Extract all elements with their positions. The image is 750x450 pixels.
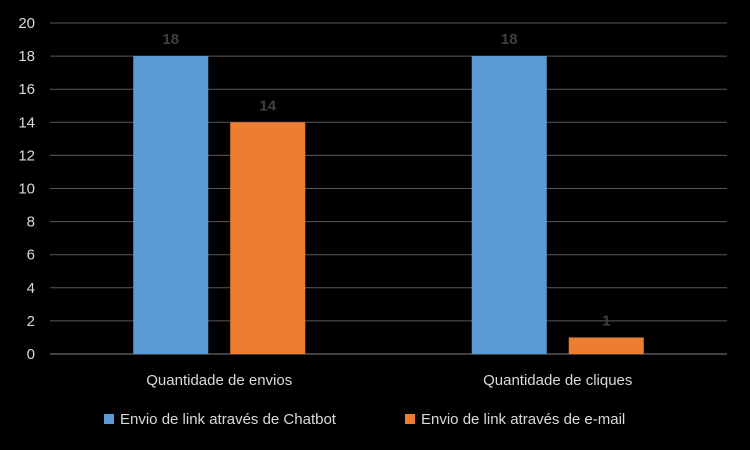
legend-item: Envio de link através de e-mail (405, 411, 625, 428)
category-label: Quantidade de cliques (483, 372, 632, 389)
y-tick-label: 4 (27, 280, 35, 297)
y-tick-label: 16 (18, 81, 35, 98)
bar (133, 56, 209, 354)
legend-label: Envio de link através de Chatbot (120, 411, 337, 428)
legend-label: Envio de link através de e-mail (421, 411, 625, 428)
y-tick-label: 12 (18, 147, 35, 164)
data-label: 14 (259, 97, 276, 114)
y-tick-label: 18 (18, 48, 35, 65)
bar (568, 337, 644, 354)
bars (133, 56, 644, 354)
y-tick-label: 2 (27, 313, 35, 330)
y-tick-label: 8 (27, 214, 35, 231)
bar (471, 56, 547, 354)
legend-item: Envio de link através de Chatbot (104, 411, 337, 428)
data-labels: 18 14 18 1 (162, 31, 610, 329)
y-tick-label: 6 (27, 247, 35, 264)
category-label: Quantidade de envios (146, 372, 292, 389)
y-tick-label: 10 (18, 181, 35, 198)
bar (230, 122, 306, 354)
y-tick-label: 20 (18, 15, 35, 32)
data-label: 18 (501, 31, 518, 48)
x-axis: Quantidade de envios Quantidade de clique… (146, 372, 632, 389)
legend-swatch (104, 414, 114, 424)
data-label: 1 (602, 312, 610, 329)
legend-swatch (405, 414, 415, 424)
y-tick-label: 14 (18, 114, 35, 131)
y-tick-label: 0 (27, 346, 35, 363)
legend: Envio de link através de Chatbot Envio de… (104, 411, 625, 428)
data-label: 18 (162, 31, 179, 48)
y-axis: 0 2 4 6 8 10 12 14 16 18 20 (18, 15, 35, 363)
